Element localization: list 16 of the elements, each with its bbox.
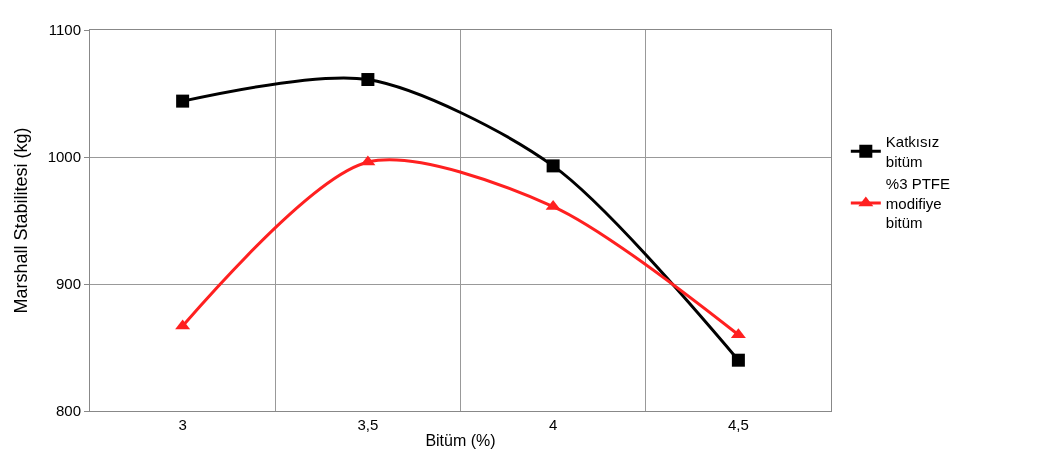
y-tick-label: 1100 (48, 21, 81, 39)
x-axis-title: Bitüm (%) (425, 431, 496, 449)
point (176, 94, 190, 108)
legend-label: Katkısız bitüm (885, 133, 940, 170)
point (731, 353, 745, 367)
x-tick-label: 3,5 (357, 416, 379, 433)
y-tick-label: 900 (55, 275, 81, 293)
x-tick-label: 4,5 (727, 416, 749, 433)
legend-label: %3 PTFE modifiye bitüm (885, 175, 951, 232)
x-tick-label: 3 (178, 416, 187, 433)
y-tick-label: 1000 (47, 148, 81, 166)
point (361, 73, 375, 87)
y-tick-label: 800 (55, 402, 81, 420)
point (546, 159, 560, 173)
x-tick-label: 4 (548, 416, 558, 433)
y-axis-title: Marshall Stabilitesi (kg) (10, 127, 31, 314)
